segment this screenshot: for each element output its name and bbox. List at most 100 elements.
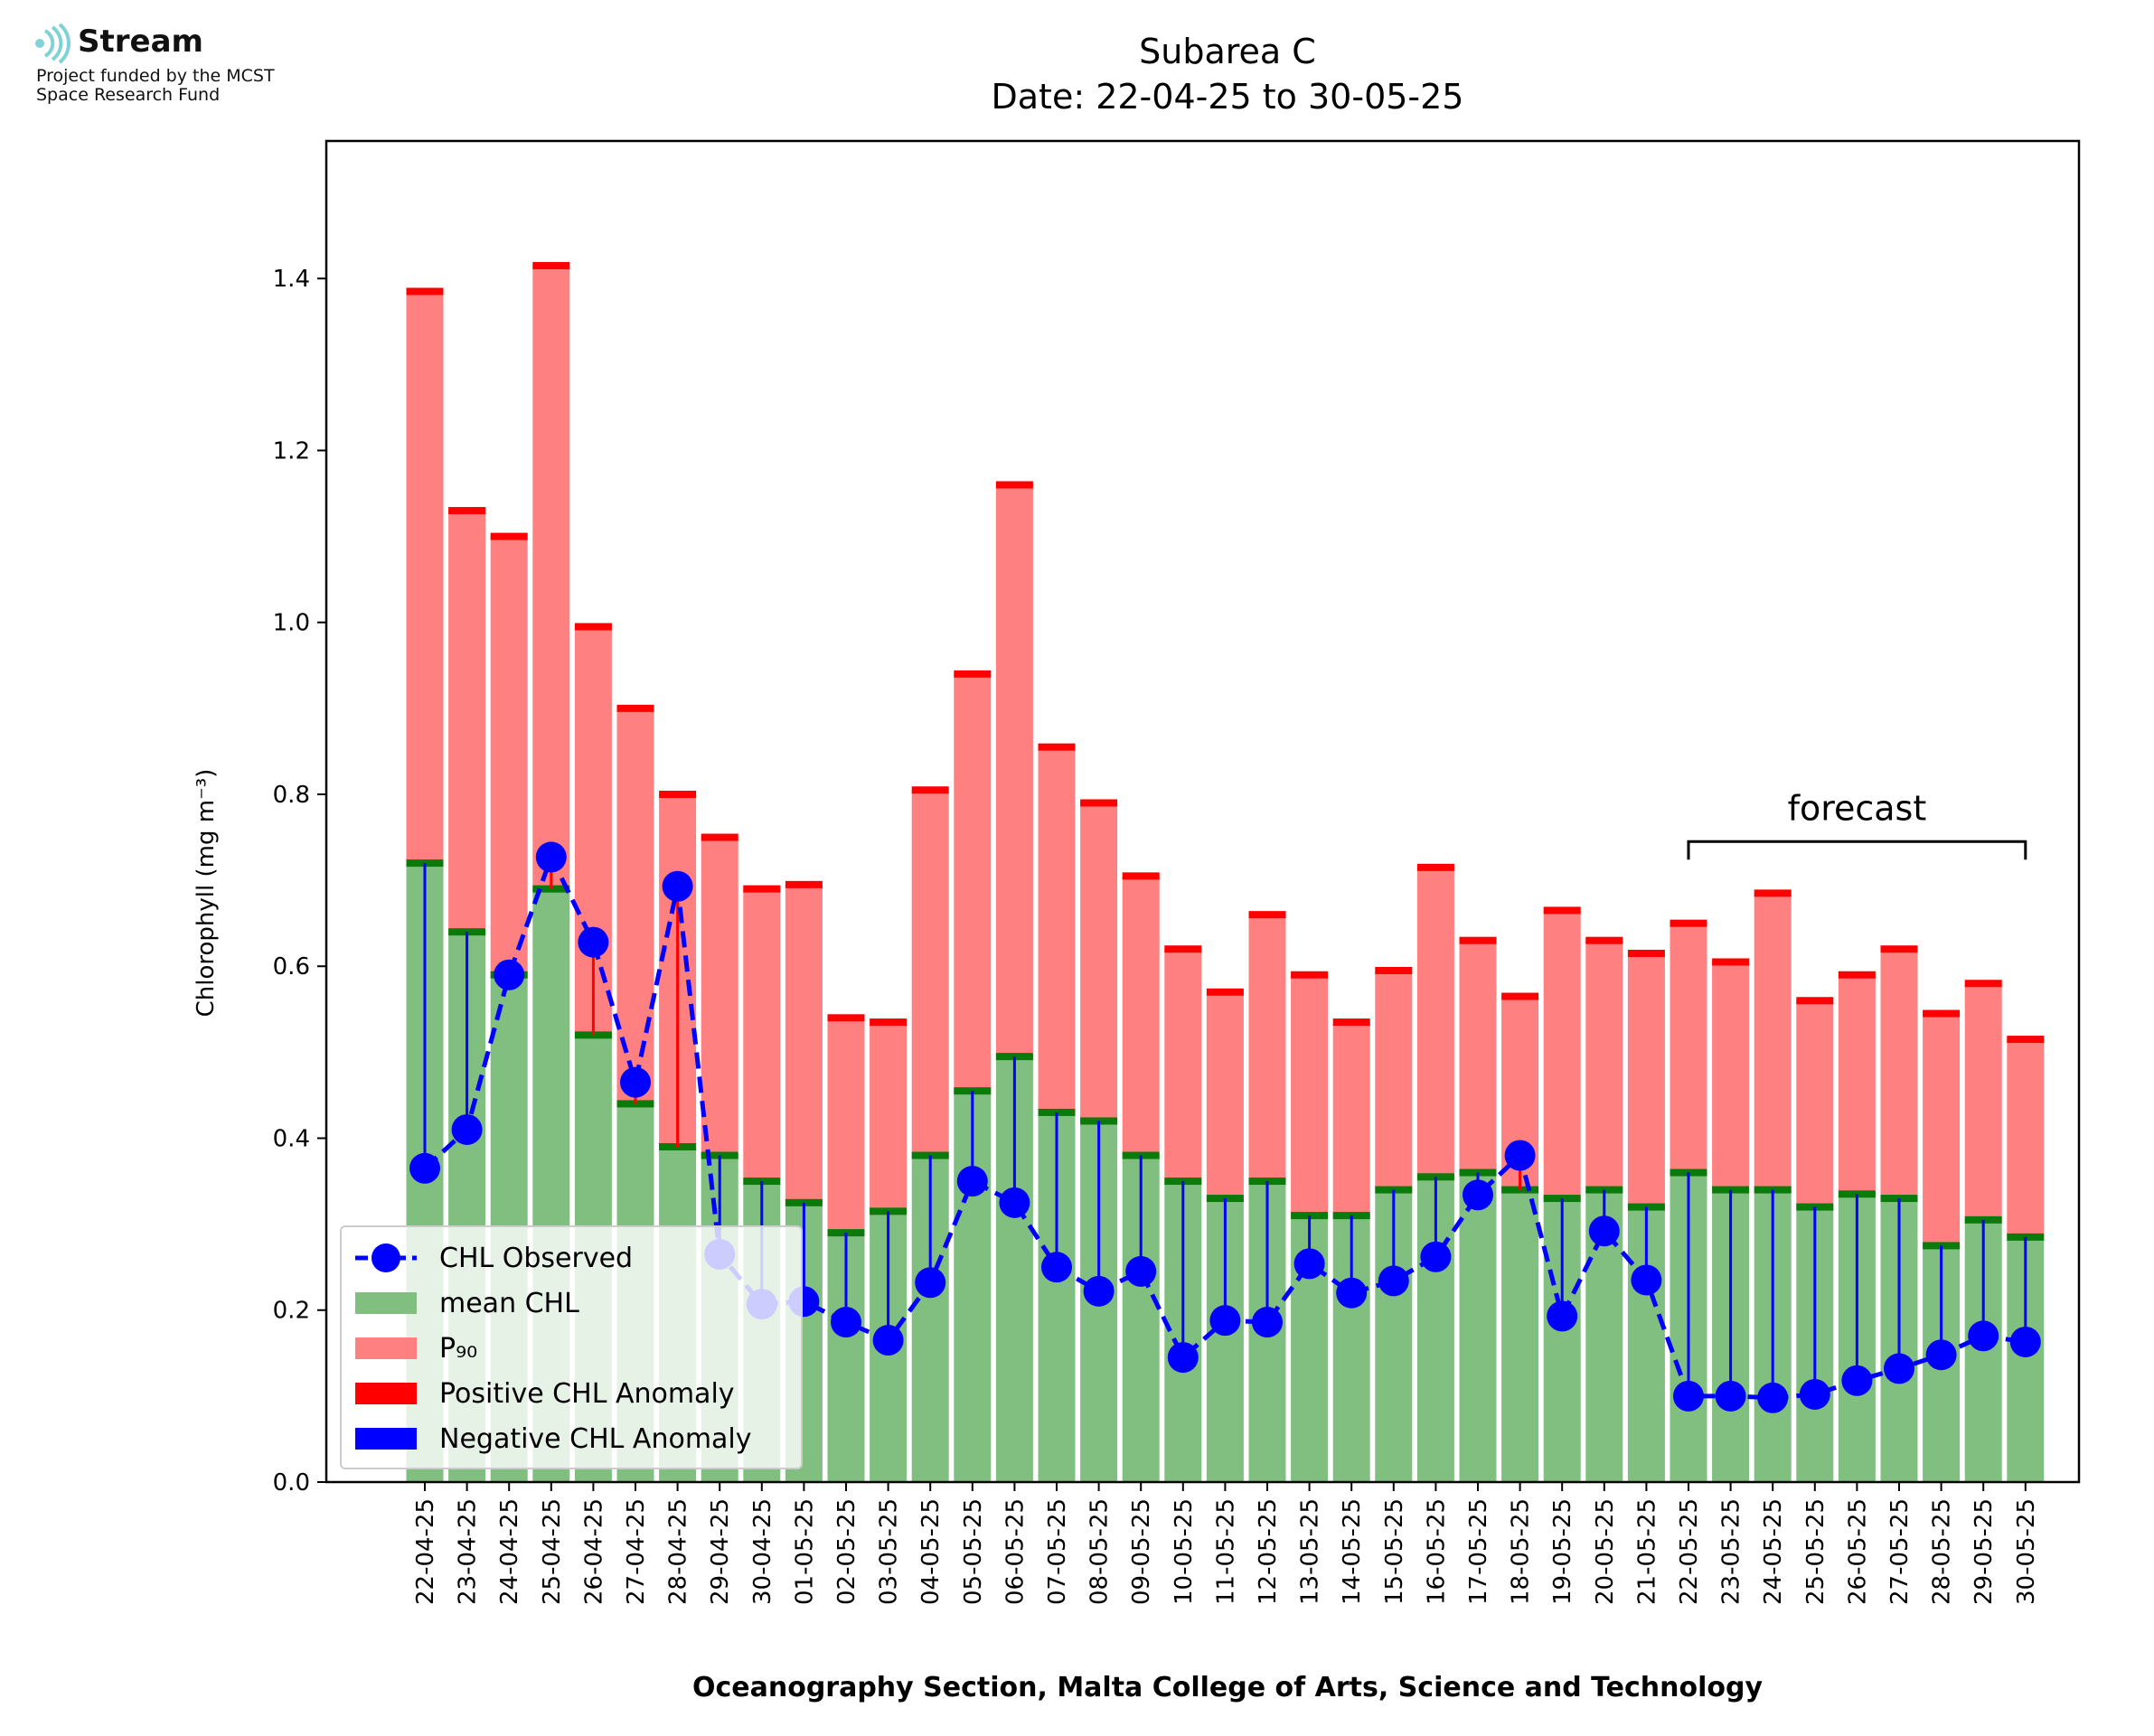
- p90-cap: [2007, 1036, 2045, 1044]
- legend-negative-swatch: [355, 1428, 417, 1450]
- p90-cap: [743, 885, 781, 893]
- p90-cap: [1206, 988, 1244, 996]
- p90-cap: [1923, 1009, 1961, 1018]
- p90-bar: [785, 884, 823, 1203]
- observed-point: [1420, 1241, 1452, 1272]
- p90-cap: [532, 261, 570, 269]
- chart-title: Subarea C: [1139, 32, 1316, 71]
- x-tick-label: 15-05-25: [1381, 1498, 1408, 1605]
- p90-cap: [1416, 863, 1454, 871]
- p90-bar: [743, 888, 781, 1182]
- observed-point: [535, 841, 567, 873]
- p90-bar: [827, 1018, 865, 1234]
- observed-point: [1884, 1353, 1914, 1384]
- observed-point: [578, 926, 609, 958]
- p90-cap: [1164, 945, 1202, 953]
- p90-bar: [1291, 974, 1329, 1216]
- x-tick-label: 21-05-25: [1633, 1498, 1660, 1605]
- x-tick-label: 01-05-25: [791, 1498, 818, 1605]
- x-tick-label: 23-04-25: [455, 1498, 482, 1605]
- observed-point: [1631, 1264, 1662, 1296]
- p90-cap: [1670, 919, 1707, 927]
- observed-point: [1504, 1140, 1536, 1171]
- p90-bar: [1459, 940, 1497, 1173]
- p90-cap: [1080, 799, 1118, 807]
- logo-funding-text: Project funded by the MCST Space Researc…: [36, 67, 275, 105]
- observed-point: [1925, 1339, 1957, 1371]
- observed-point: [831, 1307, 861, 1338]
- p90-cap: [1627, 949, 1665, 957]
- p90-bar: [1038, 746, 1076, 1112]
- p90-bar: [1332, 1022, 1370, 1216]
- p90-bar: [1880, 949, 1918, 1199]
- x-tick-label: 03-05-25: [876, 1498, 903, 1605]
- forecast-bracket: [1687, 840, 2027, 860]
- observed-point: [1715, 1380, 1746, 1412]
- axes-frame: [325, 139, 2081, 1484]
- p90-bar: [1923, 1013, 1961, 1246]
- x-tick-label: 06-05-25: [1002, 1498, 1029, 1605]
- observed-point: [409, 1152, 440, 1184]
- p90-bar: [1206, 991, 1244, 1199]
- p90-cap: [785, 880, 823, 888]
- p90-cap: [1796, 997, 1834, 1005]
- legend-mean-swatch: [355, 1292, 417, 1314]
- p90-bar: [911, 790, 949, 1156]
- x-tick-label: 10-05-25: [1171, 1498, 1198, 1605]
- legend-label: CHL Observed: [439, 1243, 633, 1274]
- x-tick-label: 22-04-25: [412, 1498, 439, 1605]
- observed-point: [1125, 1255, 1157, 1287]
- logo-brand: Stream: [78, 23, 203, 60]
- forecast-annotation: forecast: [1788, 788, 1927, 828]
- observed-point: [1209, 1305, 1241, 1337]
- logo-funding-line-1: Project funded by the MCST: [36, 66, 275, 86]
- stream-logo: Stream Project funded by the MCST Space …: [34, 23, 342, 114]
- observed-point: [1336, 1277, 1368, 1309]
- p90-cap: [490, 532, 528, 540]
- x-tick-label: 14-05-25: [1339, 1498, 1366, 1605]
- p90-cap: [1122, 872, 1160, 880]
- observed-point: [620, 1066, 651, 1098]
- p90-bar: [1796, 1000, 1834, 1207]
- observed-point: [956, 1166, 988, 1197]
- x-tick-label: 08-05-25: [1086, 1498, 1114, 1605]
- mean-bar: [1459, 1172, 1497, 1482]
- p90-bar: [1585, 940, 1623, 1190]
- x-tick-label: 28-04-25: [665, 1498, 692, 1605]
- p90-cap: [574, 623, 612, 631]
- p90-bar: [1712, 962, 1750, 1190]
- x-tick-label: 27-04-25: [623, 1498, 650, 1605]
- x-axis-label: Oceanography Section, Malta College of A…: [692, 1672, 1764, 1703]
- x-tick-label: 16-05-25: [1423, 1498, 1450, 1605]
- p90-cap: [701, 833, 738, 841]
- p90-cap: [911, 786, 949, 794]
- x-tick-label: 13-05-25: [1297, 1498, 1324, 1605]
- p90-cap: [659, 790, 697, 798]
- observed-point: [1167, 1342, 1199, 1374]
- observed-point: [1757, 1382, 1789, 1413]
- p90-cap: [1038, 743, 1076, 751]
- p90-cap: [870, 1018, 908, 1027]
- p90-cap: [827, 1014, 865, 1022]
- p90-bar: [701, 837, 738, 1156]
- y-tick-label: 0.0: [273, 1469, 310, 1497]
- observed-point: [494, 959, 525, 990]
- x-tick-label: 29-04-25: [707, 1498, 734, 1605]
- x-tick-label: 27-05-25: [1886, 1498, 1914, 1605]
- x-tick-label: 04-05-25: [917, 1498, 945, 1605]
- observed-point: [1547, 1300, 1578, 1332]
- p90-bar: [532, 265, 570, 889]
- legend-label: P₉₀: [439, 1333, 477, 1365]
- observed-point: [1799, 1378, 1830, 1410]
- p90-bar: [1080, 802, 1118, 1121]
- p90-bar: [1838, 974, 1876, 1195]
- observed-point: [872, 1325, 904, 1356]
- x-tick-label: 26-04-25: [580, 1498, 607, 1605]
- y-tick-label: 1.4: [273, 266, 310, 293]
- p90-bar: [1122, 876, 1160, 1156]
- observed-point: [662, 870, 693, 902]
- x-tick-label: 30-04-25: [749, 1498, 776, 1605]
- p90-cap: [448, 507, 486, 515]
- p90-bar: [995, 484, 1033, 1057]
- x-tick-label: 28-05-25: [1929, 1498, 1956, 1605]
